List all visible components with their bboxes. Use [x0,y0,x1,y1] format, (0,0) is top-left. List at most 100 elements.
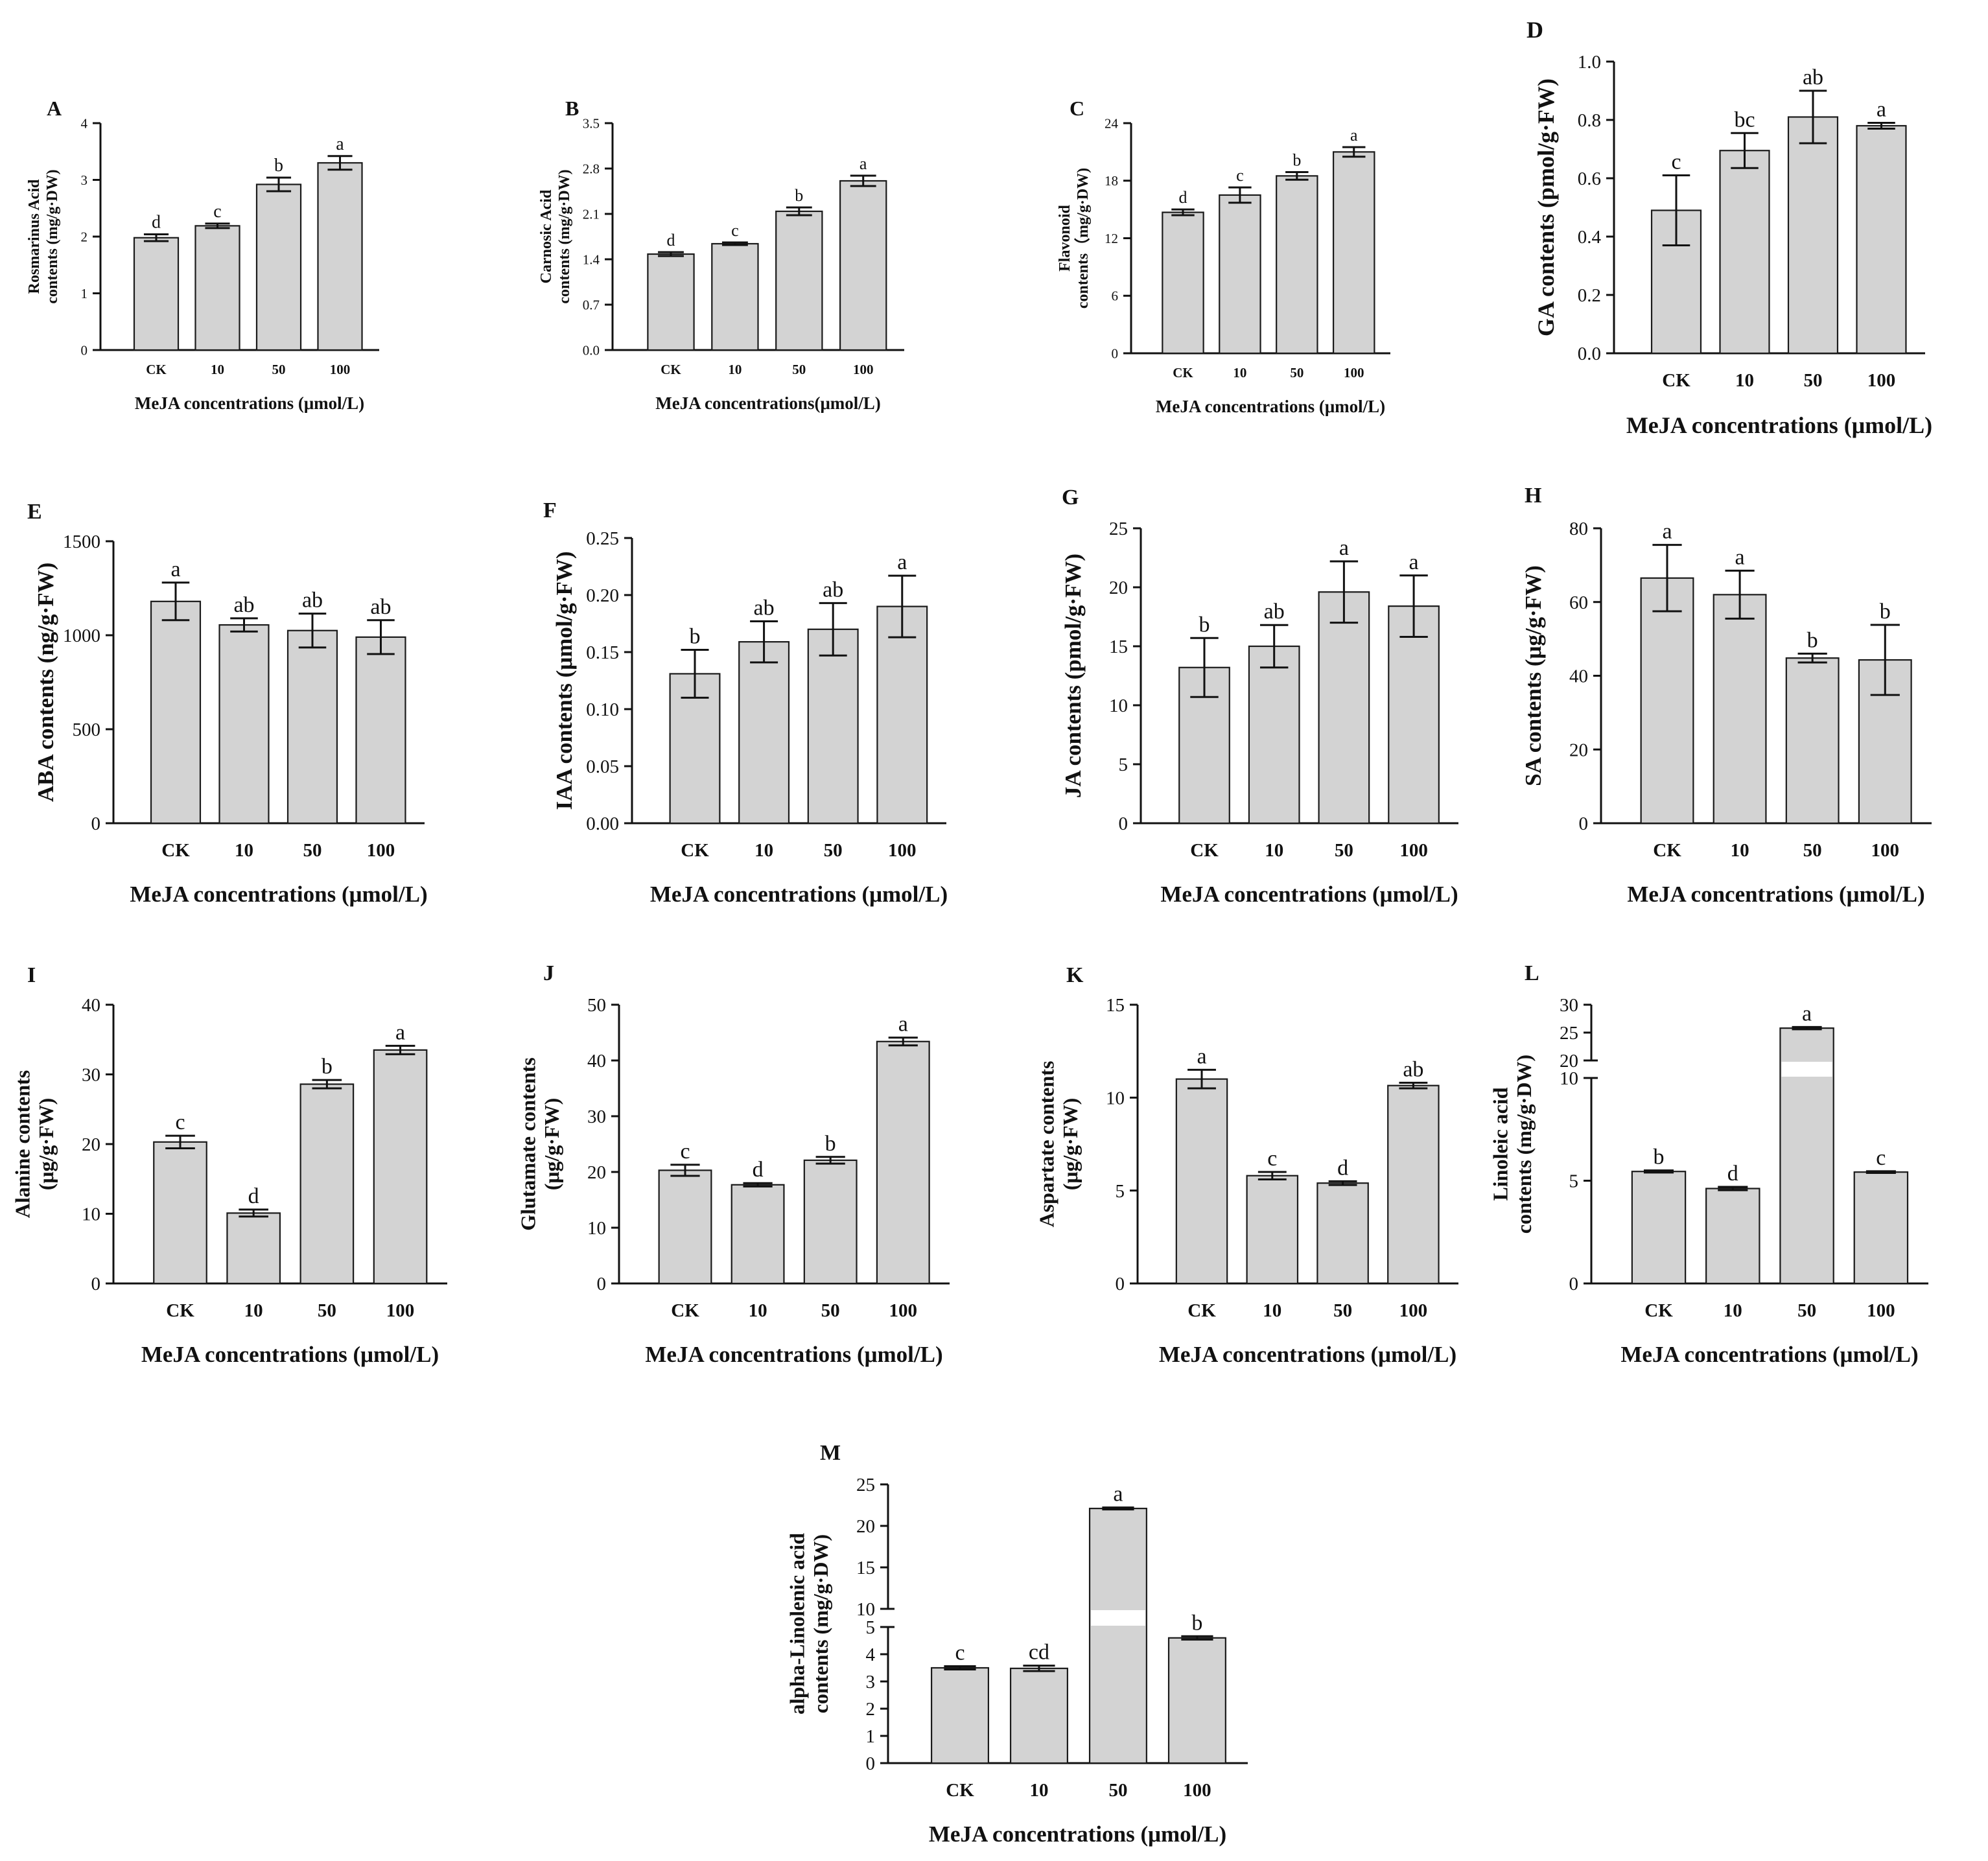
x-tick-label: 50 [1333,1300,1352,1321]
y-axis-title: contents (mg/g·DW) [556,169,573,303]
significance-letter: a [1662,520,1672,544]
bar-CK [647,253,695,351]
bar-10 [1719,150,1770,355]
bar-50 [287,629,338,825]
y-axis-title: JA contents (pmol/g·FW) [1060,554,1086,798]
y-tick-label: 40 [82,995,100,1016]
y-tick-label: 0 [866,1753,876,1774]
significance-letter: d [753,1158,764,1182]
panel-letter: C [1070,97,1084,120]
y-tick-label: 0.20 [586,585,619,606]
y-tick-label: 50 [587,995,606,1016]
significance-letter: c [1876,1146,1886,1170]
panel-K: K 0 5 10 15 a CK c 10 d 50 ab 100 MeJA concentrations… [1035,963,1458,1367]
y-tick-label: 0.05 [586,756,619,777]
x-tick-label: 50 [1108,1780,1127,1801]
y-tick-label: 20 [1569,740,1588,760]
x-axis-title: MeJA concentrations (μmol/L) [1156,397,1385,416]
y-tick-label: 2 [81,229,88,244]
panel-C: C 0 6 12 18 24 d CK c 10 b 50 a 100 MeJA concentration… [1057,97,1390,416]
bar-100 [355,636,406,825]
y-axis-title: Linoleic acid [1488,1087,1512,1200]
y-tick-label: 0 [597,1274,607,1294]
y-tick-label: 24 [1105,115,1119,131]
y-axis-title: Glutamate contents [516,1057,539,1231]
x-tick-label: 100 [1867,370,1896,391]
significance-letter: d [152,213,161,233]
significance-letter: a [898,1012,908,1036]
significance-letter: ab [1264,600,1285,624]
panel-H: H 0 20 40 60 80 a CK a 10 b 50 b 100 MeJA concentratio… [1521,484,1932,907]
x-tick-label: 10 [244,1300,263,1321]
bar-100 [1332,151,1375,355]
x-tick-label: CK [681,840,709,861]
significance-letter: b [795,186,803,205]
y-tick-label: 4 [866,1644,876,1665]
panel-I: I 0 10 20 30 40 c CK d 10 b 50 a 100 MeJA concentratio… [10,963,447,1367]
y-axis-title: alpha-Linolenic acid [785,1533,808,1715]
significance-letter: d [1727,1162,1738,1186]
significance-letter: ab [1803,65,1823,89]
bar-50 [1785,657,1840,825]
y-axis-title: IAA contents (μmol/g·FW) [552,552,577,810]
panel-E: E 0 500 1000 1500 a CK ab 10 ab 50 ab 100 MeJA concen… [27,500,428,907]
significance-letter: ab [1403,1057,1423,1081]
y-axis-title: Carnosic Acid [538,189,555,283]
x-axis-title: MeJA concentrations (μmol/L) [1627,882,1924,907]
y-tick-label: 40 [587,1051,606,1071]
y-axis-title: Alanine contents [10,1070,34,1218]
x-tick-label: 100 [888,840,917,861]
x-tick-label: 100 [1399,1300,1428,1321]
bar-10 [731,1184,785,1285]
significance-letter: a [860,154,867,173]
y-axis-title: (μg/g·FW) [34,1098,58,1191]
significance-letter: c [175,1110,185,1134]
bar-100 [373,1049,428,1285]
x-tick-label: 50 [821,1300,840,1321]
y-tick-label: 1 [81,286,88,301]
y-tick-label: 10 [82,1204,100,1225]
panel-letter: G [1062,486,1079,509]
y-tick-label: 5 [1116,1181,1125,1202]
x-axis-title: MeJA concentrations (μmol/L) [141,1342,439,1367]
x-axis-title: MeJA concentrations (μmol/L) [1626,412,1932,438]
y-axis-title: contents (mg/g·DW) [1512,1055,1536,1234]
y-tick-label: 2.8 [583,161,600,176]
bar-50 [1276,175,1318,355]
x-tick-label: CK [946,1780,974,1801]
y-tick-label: 80 [1569,519,1588,539]
significance-letter: b [274,156,283,176]
x-tick-label: 50 [1803,840,1822,861]
x-tick-label: 100 [1399,840,1428,861]
x-tick-label: CK [166,1300,194,1321]
y-tick-label: 5 [1119,755,1128,775]
y-tick-label: 0 [91,813,101,834]
bar-CK [930,1667,990,1764]
y-tick-label: 0.15 [586,642,619,663]
y-tick-label: 60 [1569,592,1588,613]
bar-100 [1388,605,1440,825]
x-tick-label: 100 [367,840,395,861]
bar-10 [1246,1175,1299,1285]
x-tick-label: 100 [1871,840,1900,861]
y-tick-label: 1 [866,1726,876,1747]
x-tick-label: 50 [272,362,286,377]
x-axis-title: MeJA concentrations (μmol/L) [929,1821,1226,1847]
bar-10 [1713,594,1767,825]
significance-letter: ab [823,578,843,602]
x-tick-label: CK [1662,370,1690,391]
panel-letter: I [27,963,36,987]
y-tick-label: 0 [81,342,88,358]
bar-50 [299,1083,355,1285]
bar-50 [803,1159,858,1285]
y-tick-label: 0 [91,1274,101,1294]
y-tick-label: 1000 [63,626,100,646]
significance-letter: cd [1029,1641,1049,1665]
y-tick-label: 0.25 [586,528,619,549]
x-tick-label: 100 [853,362,874,377]
x-tick-label: CK [1190,840,1219,861]
bar-CK [133,237,180,351]
bar-CK [1162,211,1204,355]
significance-letter: a [336,134,344,154]
